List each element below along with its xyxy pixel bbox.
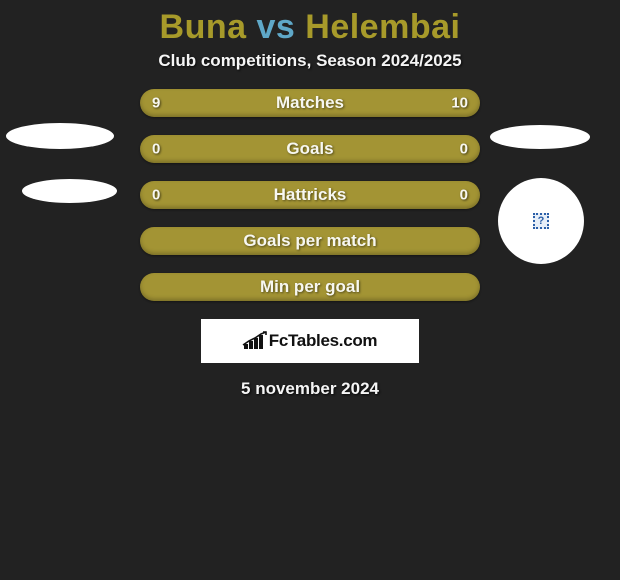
stats-bars: 9 Matches 10 0 Goals 0 0 Hattricks 0 Goals per ma… bbox=[140, 89, 480, 301]
stat-bar-label: Min per goal bbox=[260, 277, 360, 297]
stat-bar: 0 Hattricks 0 bbox=[140, 181, 480, 209]
brand-chart-icon bbox=[243, 333, 265, 349]
stat-bar: 9 Matches 10 bbox=[140, 89, 480, 117]
left-ellipse-1 bbox=[6, 123, 114, 149]
vs-text: vs bbox=[256, 8, 295, 46]
date-text: 5 november 2024 bbox=[0, 379, 620, 399]
right-circle: ? bbox=[498, 178, 584, 264]
stat-bar-right-value: 10 bbox=[451, 95, 468, 112]
left-ellipse-2 bbox=[22, 179, 117, 203]
stat-bar-right-value: 0 bbox=[460, 187, 468, 204]
brand-box: FcTables.com bbox=[201, 319, 419, 363]
stat-bar-left-value: 9 bbox=[152, 95, 160, 112]
stat-bar-label: Hattricks bbox=[274, 185, 347, 205]
stat-bar-left-value: 0 bbox=[152, 187, 160, 204]
question-icon: ? bbox=[533, 213, 549, 229]
stat-bar-right-value: 0 bbox=[460, 141, 468, 158]
stat-bar-label: Goals bbox=[286, 139, 333, 159]
stat-bar: 0 Goals 0 bbox=[140, 135, 480, 163]
team-a-name: Buna bbox=[160, 8, 247, 46]
stat-bar-left-value: 0 bbox=[152, 141, 160, 158]
brand-text: FcTables.com bbox=[269, 331, 378, 351]
stat-bar: Min per goal bbox=[140, 273, 480, 301]
page-title: Buna vs Helembai bbox=[0, 0, 620, 51]
right-ellipse-1 bbox=[490, 125, 590, 149]
stat-bar-label: Matches bbox=[276, 93, 344, 113]
subtitle: Club competitions, Season 2024/2025 bbox=[0, 51, 620, 89]
stat-bar: Goals per match bbox=[140, 227, 480, 255]
team-b-name: Helembai bbox=[305, 8, 460, 46]
stat-bar-label: Goals per match bbox=[243, 231, 376, 251]
